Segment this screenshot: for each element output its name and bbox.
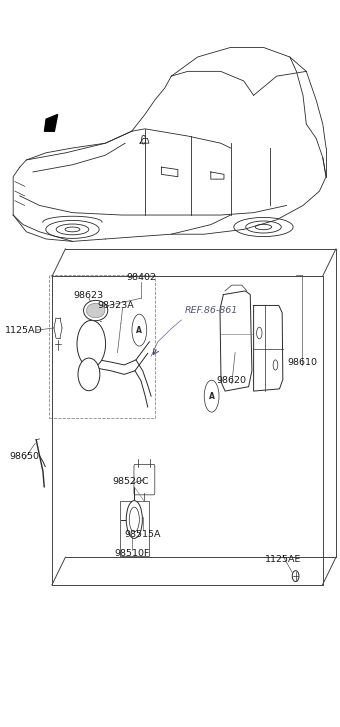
Text: 98323A: 98323A	[98, 301, 134, 310]
Ellipse shape	[78, 358, 100, 390]
Text: 98620: 98620	[217, 377, 247, 385]
Ellipse shape	[46, 220, 99, 238]
Text: 98610: 98610	[287, 358, 317, 366]
Text: REF.86-861: REF.86-861	[184, 306, 238, 315]
Text: 98515A: 98515A	[124, 529, 161, 539]
Text: 98402: 98402	[126, 273, 156, 282]
Polygon shape	[45, 114, 58, 132]
Circle shape	[204, 380, 219, 412]
Text: 98623: 98623	[74, 291, 104, 300]
Text: 1125AE: 1125AE	[265, 555, 301, 564]
Text: A: A	[209, 392, 215, 401]
Ellipse shape	[246, 221, 281, 233]
Circle shape	[141, 135, 146, 144]
Ellipse shape	[65, 227, 80, 232]
Circle shape	[273, 360, 278, 370]
Ellipse shape	[129, 507, 139, 532]
Ellipse shape	[292, 571, 299, 582]
Ellipse shape	[126, 501, 142, 539]
Text: A: A	[136, 326, 142, 334]
Text: 98520C: 98520C	[112, 477, 149, 486]
Ellipse shape	[56, 224, 89, 235]
Circle shape	[132, 314, 147, 346]
Ellipse shape	[255, 225, 272, 230]
Ellipse shape	[84, 300, 108, 321]
Ellipse shape	[77, 321, 105, 367]
Ellipse shape	[234, 217, 293, 236]
Text: 98510F: 98510F	[114, 549, 149, 558]
Circle shape	[257, 327, 262, 339]
Ellipse shape	[86, 303, 105, 318]
Text: 98650: 98650	[9, 452, 39, 461]
FancyBboxPatch shape	[134, 465, 155, 495]
Text: 1125AD: 1125AD	[5, 326, 43, 334]
